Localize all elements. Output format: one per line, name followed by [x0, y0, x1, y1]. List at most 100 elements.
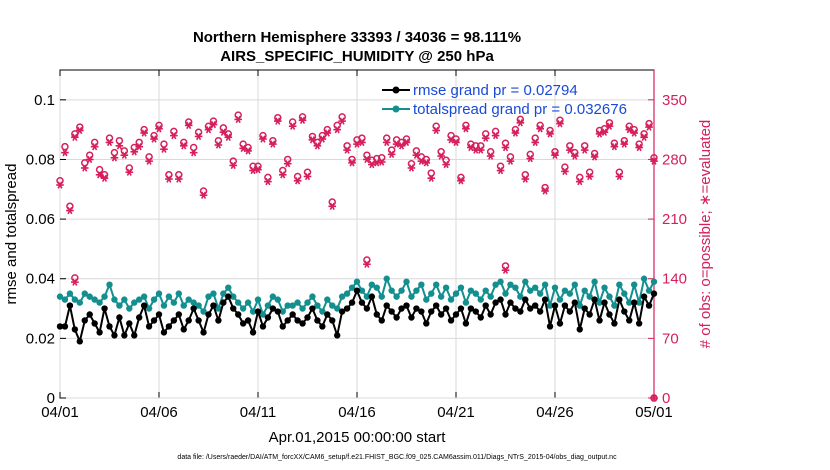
star-stroke [384, 138, 390, 147]
obs-evaluated-point [56, 181, 64, 189]
obs-evaluated-point [645, 123, 653, 131]
rmse-point [324, 311, 331, 318]
rmse-point [522, 296, 529, 303]
obs-evaluated-point [105, 138, 114, 147]
obs-evaluated-point [556, 119, 564, 128]
rmse-point [106, 323, 113, 330]
totalspread-point [76, 299, 84, 306]
totalspread-point [428, 290, 435, 297]
obs-evaluated-point [600, 128, 609, 136]
obs-evaluated-point [80, 164, 89, 172]
totalspread-point [210, 290, 217, 297]
totalspread-point [91, 296, 98, 303]
totalspread-point [106, 281, 113, 288]
star-stroke [517, 119, 523, 127]
rmse-point [111, 332, 118, 339]
totalspread-point [635, 299, 643, 306]
totalspread-point [373, 284, 380, 291]
obs-evaluated-point [90, 142, 99, 151]
star-stroke [646, 123, 652, 131]
series-layer [56, 111, 658, 402]
obs-evaluated-point [546, 130, 554, 138]
totalspread-point [556, 296, 564, 303]
rmse-point [532, 302, 539, 309]
rmse-point [319, 323, 326, 330]
x-tick-label: 04/16 [338, 404, 376, 421]
obs-annotation-star [650, 394, 658, 402]
obs-evaluated-point [100, 174, 109, 182]
rmse-point [428, 308, 435, 315]
rmse-point [487, 311, 494, 318]
rmse-point [502, 311, 509, 318]
obs-evaluated-point [278, 171, 287, 179]
rmse-point [230, 305, 237, 312]
y-tick-label: 0.1 [34, 92, 55, 109]
obs-evaluated-point [610, 142, 619, 151]
totalspread-point [437, 293, 445, 300]
totalspread-point [96, 299, 103, 306]
star-stroke [126, 168, 132, 176]
star-stroke [250, 166, 256, 175]
totalspread-point [314, 302, 321, 309]
totalspread-point [393, 293, 400, 300]
totalspread-point [205, 293, 212, 300]
obs-annotation-star [501, 266, 510, 274]
star-stroke [146, 157, 152, 165]
totalspread-point [522, 278, 529, 285]
obs-evaluated-point [397, 142, 406, 150]
obs-evaluated-point [165, 175, 173, 183]
star-stroke [438, 152, 444, 160]
obs-evaluated-point [541, 187, 549, 195]
obs-evaluated-point [501, 143, 510, 152]
rmse-point [358, 299, 366, 306]
rmse-point [423, 320, 430, 327]
rmse-point [195, 317, 202, 324]
obs-evaluated-point [219, 128, 228, 136]
star-stroke [186, 121, 192, 130]
totalspread-point [492, 281, 499, 288]
x-tick-labels: 04/01 04/06 04/11 04/16 04/21 04/26 05/01 [41, 404, 673, 421]
obs-evaluated-point [496, 166, 505, 175]
star-stroke [532, 138, 538, 147]
rmse-point [190, 305, 197, 312]
star-stroke [483, 134, 489, 142]
totalspread-point [56, 293, 64, 300]
y2-tick-labels: 0 70 140 210 280 350 [662, 92, 687, 407]
y2-tick-label: 140 [662, 271, 687, 288]
star-stroke [552, 151, 558, 159]
grid-lines [59, 70, 655, 399]
rmse-point [155, 311, 163, 318]
obs-evaluated-point [605, 122, 614, 130]
totalspread-point [319, 308, 326, 315]
star-stroke [87, 155, 93, 164]
totalspread-point [527, 287, 534, 294]
obs-evaluated-point [95, 171, 104, 179]
star-stroke [408, 164, 415, 172]
y2-tick-label: 210 [662, 211, 687, 228]
totalspread-point [165, 293, 173, 300]
rmse-point [299, 320, 306, 327]
star-stroke [592, 153, 598, 161]
rmse-point [621, 308, 628, 315]
totalspread-point [640, 275, 648, 282]
obs-possible-point [110, 148, 119, 157]
legend-spread-label: totalspread grand pr = 0.032676 [413, 101, 627, 118]
star-stroke [181, 142, 187, 150]
obs-evaluated-point [432, 126, 440, 135]
rmse-point [452, 311, 460, 318]
star-stroke [512, 129, 518, 137]
legend-rmse-label: rmse grand pr = 0.02794 [413, 82, 578, 99]
y2-tick-label: 0 [662, 390, 670, 407]
star-stroke [225, 133, 231, 141]
obs-evaluated-point [120, 151, 129, 159]
obs-evaluated-point [422, 159, 431, 167]
star-stroke [562, 167, 568, 176]
x-tick-label: 04/26 [536, 404, 574, 421]
x-tick-label: 04/01 [41, 404, 79, 421]
totalspread-point [200, 308, 207, 315]
totalspread-point [324, 296, 331, 303]
rmse-point [215, 317, 222, 324]
totalspread-point [611, 302, 618, 309]
obs-evaluated-point [575, 177, 584, 186]
obs-evaluated-point [363, 155, 371, 164]
